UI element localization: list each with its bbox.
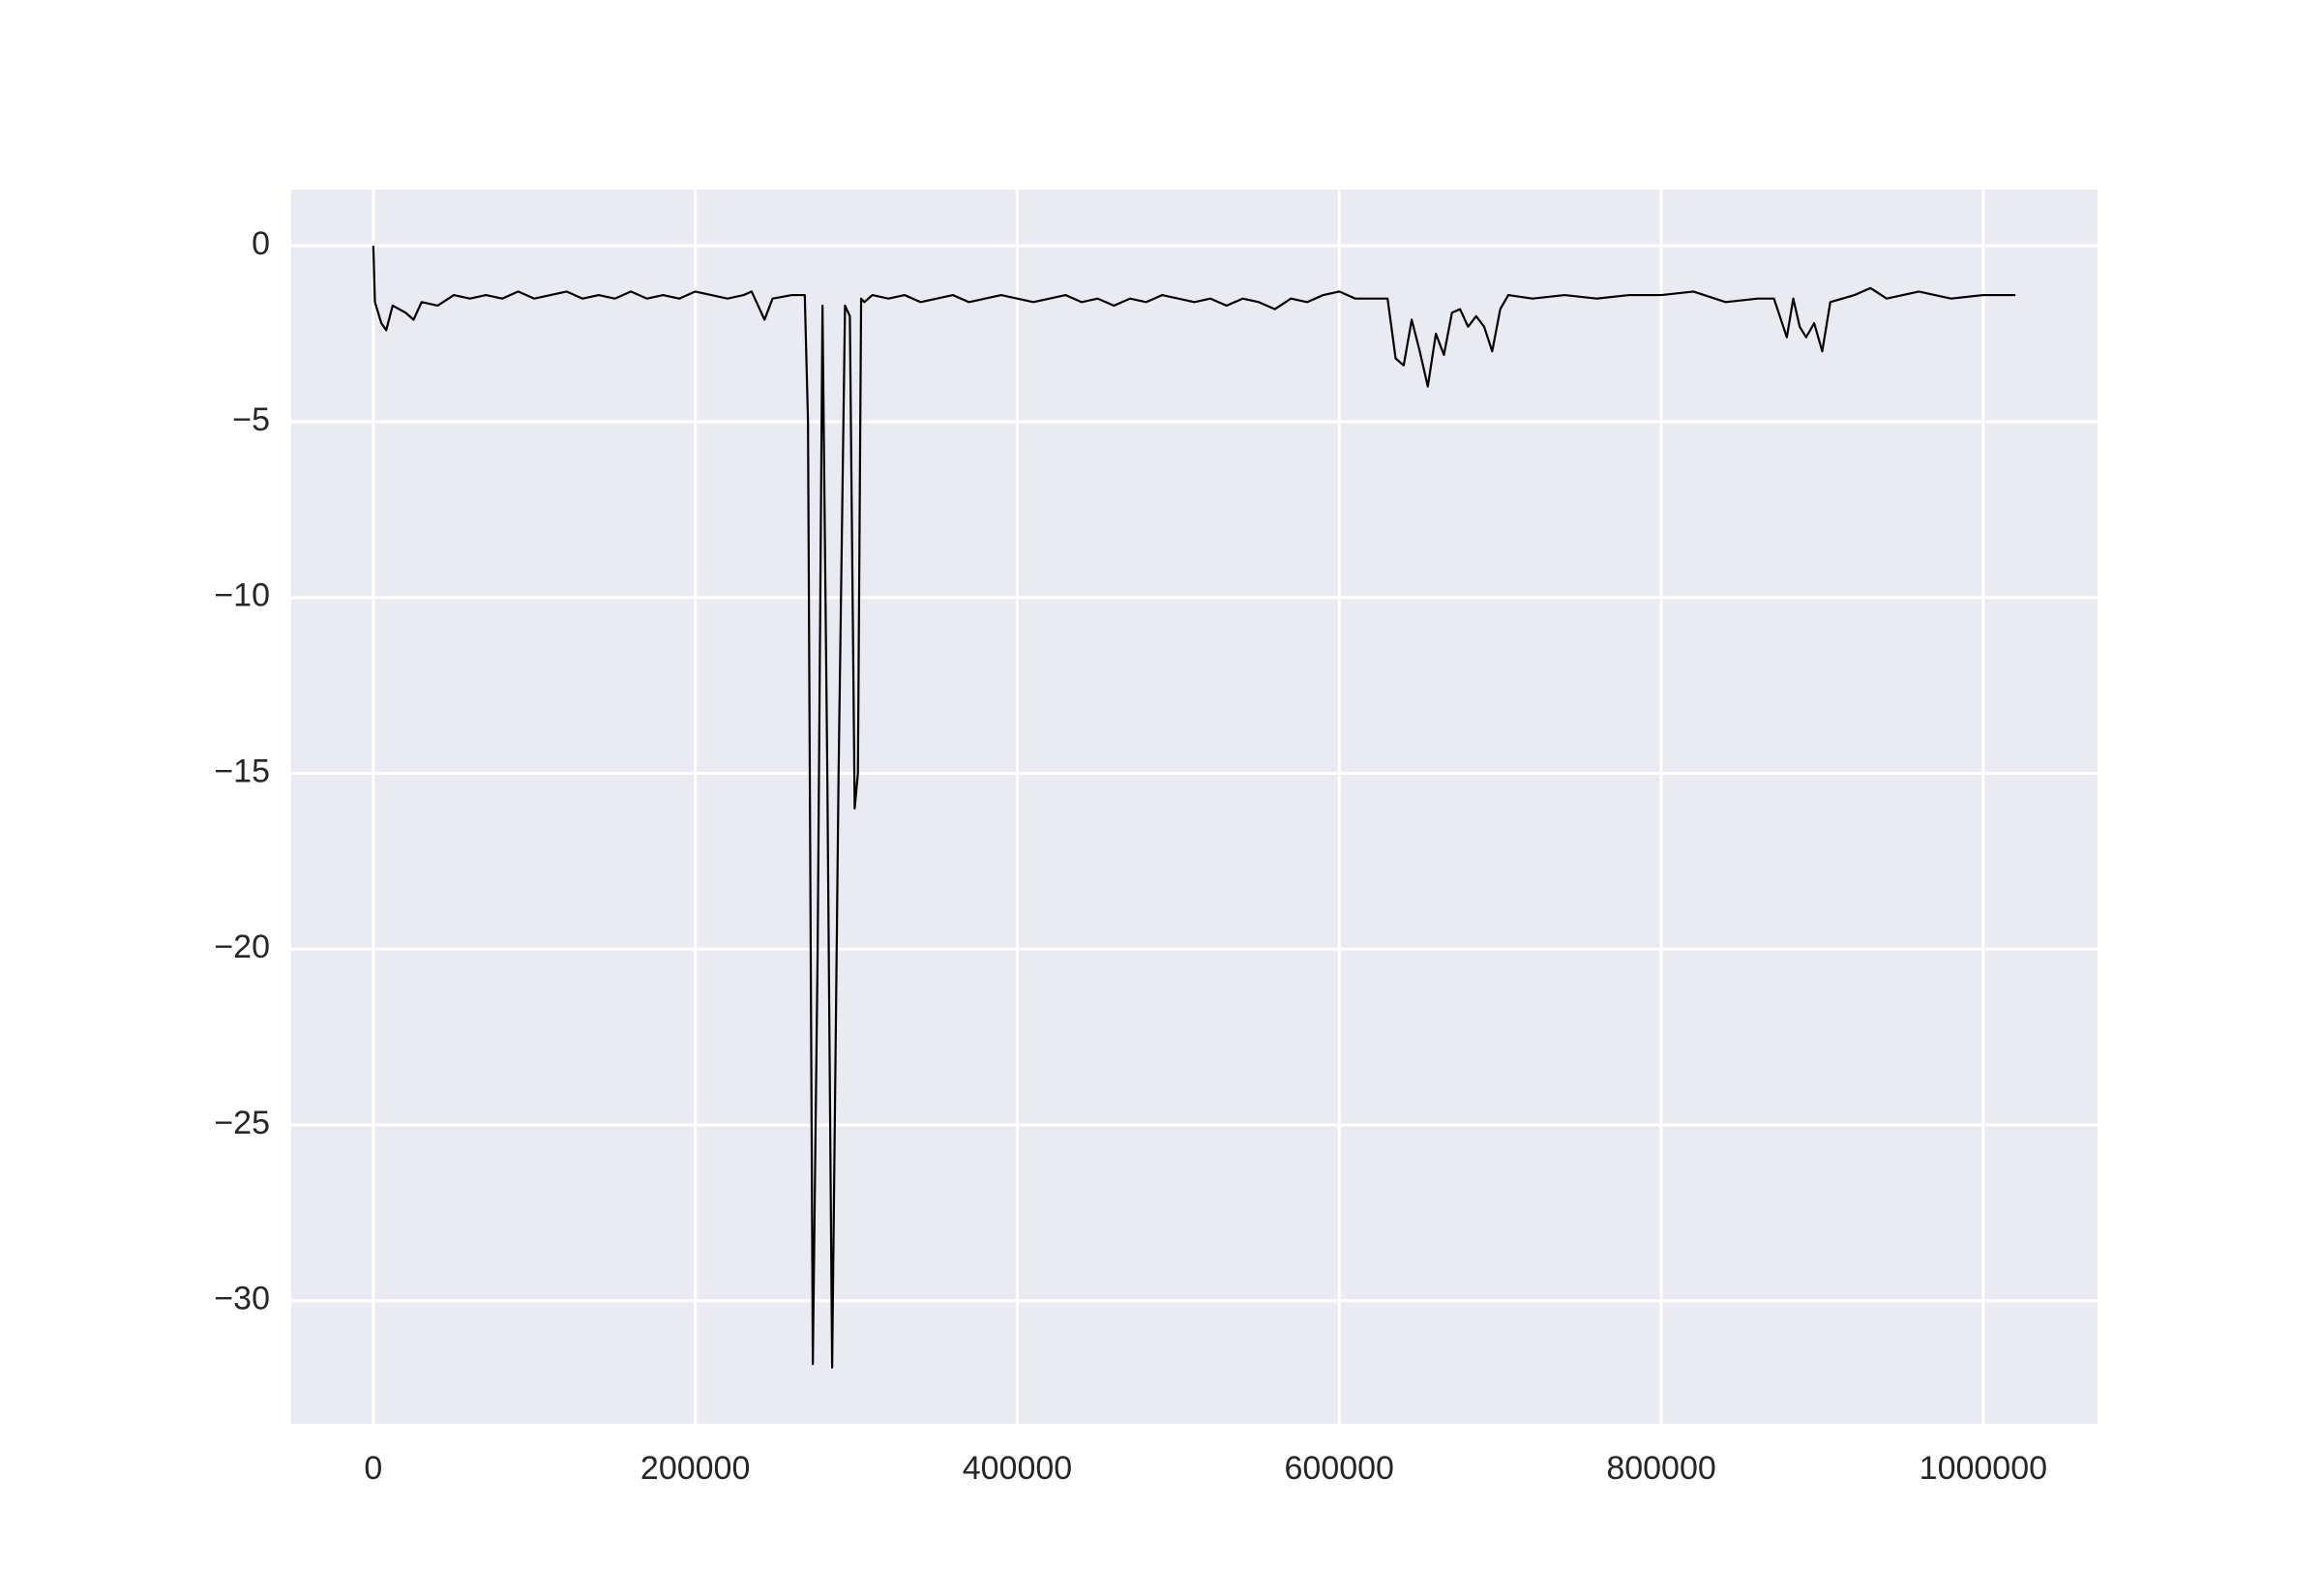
x-tick-label: 1000000 xyxy=(1920,1450,2047,1487)
y-tick-label: −10 xyxy=(214,577,270,614)
line-series xyxy=(372,246,2016,1369)
y-tick-label: −20 xyxy=(214,929,270,965)
y-tick-label: −15 xyxy=(214,753,270,789)
plot-area xyxy=(291,190,2098,1424)
y-tick-label: −25 xyxy=(214,1105,270,1141)
y-tick-label: −5 xyxy=(232,401,270,438)
y-tick-label: −30 xyxy=(214,1281,270,1317)
y-tick-label: 0 xyxy=(252,225,270,262)
x-tick-label: 600000 xyxy=(1285,1450,1394,1487)
x-tick-label: 800000 xyxy=(1606,1450,1715,1487)
x-tick-label: 200000 xyxy=(640,1450,750,1487)
x-tick-label: 0 xyxy=(364,1450,382,1487)
x-tick-label: 400000 xyxy=(963,1450,1072,1487)
